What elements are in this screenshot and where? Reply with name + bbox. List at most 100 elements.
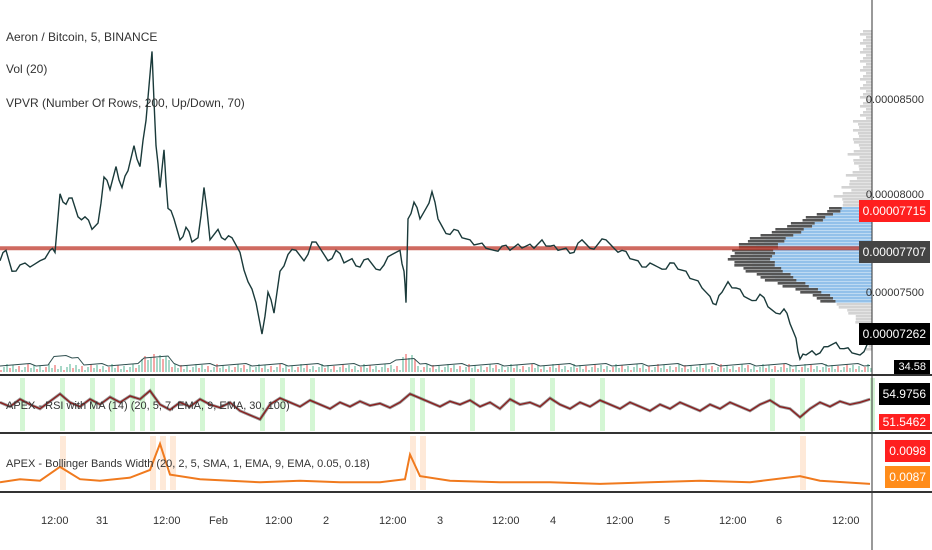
vpvr-row <box>866 90 872 93</box>
volume-bar <box>96 365 98 372</box>
vpvr-row <box>848 312 872 315</box>
bbw-legend[interactable]: APEX - Bollinger Bands Width (20, 2, 5, … <box>6 458 370 470</box>
vpvr-row <box>852 138 872 141</box>
volume-bar <box>726 365 728 372</box>
symbol-legend[interactable]: Aeron / Bitcoin, 5, BINANCE <box>6 30 158 44</box>
volume-bar <box>522 366 524 372</box>
volume-bar <box>705 365 707 372</box>
volume-bar <box>804 364 806 372</box>
volume-bar <box>276 367 278 372</box>
volume-bar <box>366 368 368 372</box>
vpvr-row-down <box>812 294 831 297</box>
vpvr-row <box>860 60 872 63</box>
price-tick-label: 0.00008500 <box>865 94 924 106</box>
volume-bar <box>72 368 74 372</box>
volume-bar <box>711 366 713 372</box>
vpvr-row-down <box>760 276 794 279</box>
bbw-value-badge: 0.0098 <box>885 440 930 462</box>
vpvr-row <box>854 162 872 165</box>
volume-bar <box>69 364 71 372</box>
bbw-highlight <box>420 436 426 490</box>
price-pane <box>0 51 872 361</box>
rsi-highlight <box>550 378 555 431</box>
volume-bar <box>78 369 80 372</box>
vpvr-row <box>863 93 872 96</box>
volume-bar <box>690 366 692 372</box>
volume-bar <box>126 370 128 372</box>
price-tick-label: 0.00008000 <box>865 189 924 201</box>
time-axis-label: 12:00 <box>41 515 69 527</box>
volume-bar <box>675 367 677 372</box>
volume-bar <box>177 368 179 372</box>
volume-bar <box>426 364 428 372</box>
volume-bar <box>102 366 104 372</box>
volume-legend[interactable]: Vol (20) <box>6 62 48 76</box>
vpvr-row <box>762 270 872 273</box>
vpvr-row <box>863 30 872 33</box>
time-axis-label: 5 <box>664 515 671 527</box>
volume-bar <box>348 365 350 372</box>
vpvr-row-down <box>771 231 802 234</box>
volume-bar <box>816 366 818 372</box>
volume-bar <box>708 369 710 372</box>
vpvr-row-down <box>790 222 815 225</box>
volume-bar <box>537 365 539 372</box>
volume-bar <box>246 369 248 372</box>
rsi-highlight <box>260 378 265 431</box>
volume-bar <box>525 370 527 372</box>
volume-bar <box>468 364 470 372</box>
volume-bar <box>762 364 764 372</box>
vpvr-row <box>855 318 872 321</box>
last-price-badge: 0.00007715 <box>858 200 930 222</box>
volume-bar <box>186 366 188 372</box>
volume-bar <box>564 366 566 372</box>
vpvr-row-down <box>747 240 785 243</box>
volume-bar <box>297 367 299 372</box>
volume-bar <box>648 366 650 372</box>
vpvr-row-down <box>787 225 813 228</box>
vpvr-row-down <box>734 264 775 267</box>
time-axis-label: 12:00 <box>265 515 293 527</box>
volume-bar <box>345 368 347 372</box>
volume-bar <box>630 370 632 372</box>
rsi-highlight <box>130 378 135 431</box>
volume-bar <box>672 370 674 372</box>
volume-bar <box>747 365 749 372</box>
volume-bar <box>735 370 737 372</box>
volume-bar <box>540 369 542 372</box>
volume-bar <box>225 369 227 372</box>
vpvr-row <box>858 135 872 138</box>
vpvr-row-down <box>816 297 833 300</box>
volume-bar <box>420 370 422 372</box>
volume-bar <box>801 367 803 372</box>
volume-bar <box>702 368 704 372</box>
rsi-highlight <box>510 378 515 431</box>
rsi-highlight <box>150 378 155 431</box>
volume-bar <box>324 368 326 372</box>
volume-bar <box>399 370 401 372</box>
vpvr-row <box>787 228 872 231</box>
vpvr-row <box>859 156 872 159</box>
volume-bar <box>861 370 863 372</box>
volume-bar <box>168 360 170 372</box>
volume-bar <box>870 368 872 372</box>
volume-bar <box>543 366 545 372</box>
volume-bar <box>204 369 206 372</box>
vpvr-row <box>789 282 872 285</box>
volume-bar <box>579 365 581 372</box>
vpvr-row <box>859 168 872 171</box>
volume-bar <box>825 364 827 372</box>
volume-bar <box>327 365 329 372</box>
volume-bar <box>855 369 857 372</box>
vpvr-row <box>868 345 872 348</box>
rsi-legend[interactable]: APEX - RSI with MA (14) (20, 5, 7, EMA, … <box>6 400 290 412</box>
volume-bar <box>633 367 635 372</box>
volume-bar <box>18 366 20 372</box>
vpvr-row <box>863 84 872 87</box>
volume-bar <box>333 366 335 372</box>
vpvr-legend[interactable]: VPVR (Number Of Rows, 200, Up/Down, 70) <box>6 96 245 110</box>
volume-bar <box>381 367 383 372</box>
vpvr-row <box>827 300 872 303</box>
vpvr-row <box>858 144 872 147</box>
volume-badge: 34.58 <box>894 360 930 374</box>
